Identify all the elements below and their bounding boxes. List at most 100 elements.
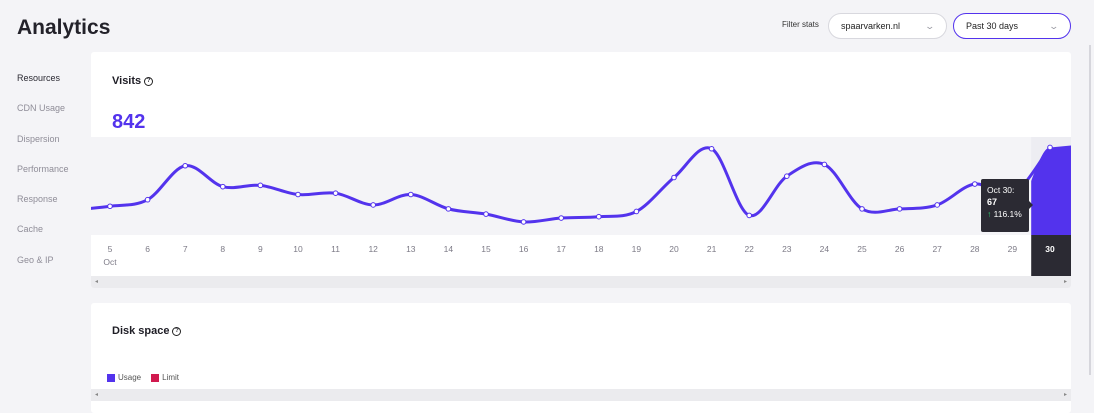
x-tick-label: 29 (1008, 244, 1018, 254)
chart-tooltip: Oct 30: 67 ↑ 116.1% (981, 179, 1033, 232)
x-tick-label: 19 (632, 244, 642, 254)
data-point (220, 183, 226, 190)
x-tick-label: 27 (932, 244, 942, 254)
x-tick-label: 14 (444, 244, 454, 254)
x-tick-label: 11 (331, 244, 340, 254)
legend-label-limit: Limit (162, 373, 180, 382)
x-tick-label: 15 (481, 244, 491, 254)
arrow-up-icon: ↑ (987, 209, 992, 219)
x-tick-label: 28 (970, 244, 980, 254)
x-tick-label: 20 (669, 244, 679, 254)
data-point (746, 212, 753, 219)
data-point (934, 202, 941, 208)
sidebar-item-resources[interactable]: Resources (17, 73, 61, 83)
period-select-value: Past 30 days (966, 21, 1019, 31)
legend-swatch-limit (151, 373, 160, 382)
disk-legend: Usage Limit (107, 373, 179, 382)
data-point (1047, 144, 1053, 151)
sidebar-item-cdn-usage[interactable]: CDN Usage (17, 103, 66, 114)
disk-space-title-label: Disk space (112, 325, 170, 337)
legend-label-usage: Usage (118, 373, 142, 382)
legend-item-usage[interactable]: Usage (107, 373, 141, 382)
data-point (144, 196, 151, 203)
data-point (370, 202, 377, 208)
x-tick-label: 8 (220, 244, 225, 254)
site-select[interactable]: spaarvarken.nl ⌄ (828, 13, 947, 39)
tooltip-change: ↑ 116.1% (987, 209, 1023, 219)
x-tick-label: 7 (183, 244, 188, 254)
highlight-area (1031, 145, 1071, 235)
visits-chart[interactable]: 5 6 7 8 9 10 11 12 13 14 15 16 17 18 19 20 21 22 23 24 25 26 2… (91, 52, 1071, 276)
sidebar-item-performance[interactable]: Performance (17, 163, 69, 174)
chevron-down-icon: ⌄ (1048, 20, 1060, 31)
x-tick-label: 24 (820, 244, 830, 254)
disk-space-card: Disk space ? Usage Limit ◂ ▸ (91, 303, 1071, 413)
disk-scrollbar[interactable]: ◂ ▸ (91, 389, 1071, 401)
data-point (708, 145, 715, 152)
x-tick-label: 30 (1045, 244, 1055, 254)
page-title: Analytics (17, 16, 111, 39)
filter-stats-label: Filter stats (782, 20, 819, 29)
data-point (445, 206, 452, 212)
x-tick-label: 26 (895, 244, 905, 254)
scroll-right-icon[interactable]: ▸ (1063, 392, 1067, 398)
disk-space-title: Disk space ? (112, 325, 182, 337)
tooltip-value: 67 (987, 197, 998, 207)
period-select[interactable]: Past 30 days ⌄ (953, 13, 1071, 39)
data-point (558, 215, 565, 221)
visits-total: 842 (112, 111, 146, 133)
sidebar-item-response[interactable]: Response (17, 194, 58, 205)
data-point (483, 211, 489, 217)
visits-title-label: Visits (112, 75, 142, 87)
x-tick-label: 10 (293, 244, 303, 254)
x-tick-label: 13 (406, 244, 416, 254)
data-point (408, 191, 414, 198)
visits-card: Visits ? 842 5 6 7 8 9 10 11 12 13 14 15 16 17 18 19 20… (91, 52, 1071, 288)
x-tick-label: 6 (145, 244, 150, 254)
x-tick-label: 18 (594, 244, 604, 254)
x-tick-label: 16 (519, 244, 529, 254)
x-tick-label: 5 (108, 244, 113, 254)
tooltip-date: Oct 30: (987, 185, 1015, 195)
data-point (520, 219, 527, 225)
data-point (182, 162, 188, 169)
data-point (784, 173, 790, 179)
sidebar-item-cache[interactable]: Cache (17, 224, 44, 235)
visits-title: Visits ? (112, 75, 154, 87)
data-point (107, 203, 113, 210)
x-tick-label: 25 (857, 244, 867, 254)
help-icon[interactable]: ? (172, 326, 182, 336)
chevron-down-icon: ⌄ (924, 20, 936, 31)
sidebar-item-geo-ip[interactable]: Geo & IP (17, 254, 54, 265)
scroll-left-icon[interactable]: ◂ (95, 392, 99, 398)
scroll-right-icon[interactable]: ▸ (1063, 279, 1067, 285)
data-point (859, 206, 865, 212)
legend-item-limit[interactable]: Limit (151, 373, 179, 382)
sidebar-item-dispersion[interactable]: Dispersion (17, 133, 60, 144)
data-point (332, 190, 339, 196)
x-tick-label: 9 (258, 244, 263, 254)
x-tick-sublabel: Oct (103, 257, 117, 267)
highlight-x-band (1031, 235, 1071, 276)
legend-swatch-usage (107, 373, 115, 382)
x-tick-label: 21 (707, 244, 717, 254)
data-point (671, 174, 677, 181)
data-point (821, 161, 828, 168)
data-point (257, 182, 264, 189)
site-select-value: spaarvarken.nl (841, 21, 901, 31)
page-scrollbar[interactable] (1089, 45, 1091, 375)
x-tick-label: 12 (368, 244, 378, 254)
sidebar: Resources CDN Usage Dispersion Performan… (17, 73, 69, 285)
data-point (633, 208, 640, 215)
tooltip-change-value: 116.1% (993, 209, 1022, 219)
data-point (972, 181, 978, 187)
data-point (596, 213, 602, 220)
chart-scrollbar[interactable]: ◂ ▸ (91, 276, 1071, 288)
help-icon[interactable]: ? (144, 76, 154, 86)
x-tick-label: 23 (782, 244, 792, 254)
scroll-left-icon[interactable]: ◂ (95, 279, 99, 285)
data-point (295, 191, 301, 198)
data-point (896, 206, 903, 212)
x-tick-label: 22 (744, 244, 754, 254)
x-tick-label: 17 (556, 244, 566, 254)
